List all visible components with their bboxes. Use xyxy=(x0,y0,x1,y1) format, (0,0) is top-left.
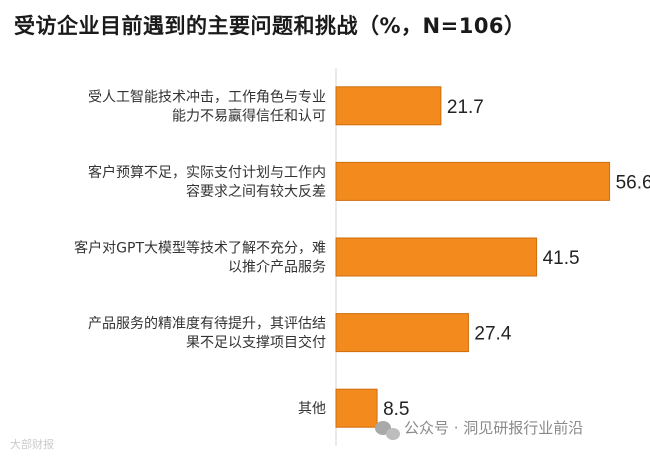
category-label-0-line-1: 能力不易赢得信任和认可 xyxy=(172,107,326,124)
value-label-3: 27.4 xyxy=(474,324,511,345)
bar-0 xyxy=(335,86,442,126)
category-label-3-line-1: 果不足以支撑项目交付 xyxy=(186,334,326,351)
category-label-1-line-1: 容要求之间有较大反差 xyxy=(186,183,326,200)
category-label-4-line-0: 其他 xyxy=(298,401,326,417)
category-label-2-line-1: 以推介产品服务 xyxy=(228,260,326,276)
category-label-0-line-0: 受人工智能技术冲击，工作角色与专业 xyxy=(88,88,326,105)
value-label-1: 56.6 xyxy=(616,172,650,193)
category-label-1-line-0: 客户预算不足，实际支付计划与工作内 xyxy=(88,164,326,181)
bar-3 xyxy=(335,313,469,353)
watermark-left-mark: 大部财报 xyxy=(10,437,54,451)
category-label-3-line-0: 产品服务的精准度有待提升，其评估结 xyxy=(88,316,326,332)
value-label-0: 21.7 xyxy=(447,97,484,118)
bars-layer xyxy=(335,86,611,428)
value-label-2: 41.5 xyxy=(543,248,580,269)
chart-title: 受访企业目前遇到的主要问题和挑战（%，N=106） xyxy=(14,14,526,38)
wechat-icon xyxy=(375,421,400,440)
bar-1 xyxy=(335,161,611,201)
value-label-4: 8.5 xyxy=(383,399,409,420)
watermark: 公众号 · 洞见研报行业前沿 大部财报 xyxy=(10,419,583,451)
watermark-source-text: 公众号 · 洞见研报行业前沿 xyxy=(404,419,583,437)
category-label-2-line-0: 客户对GPT大模型等技术了解不充分，难 xyxy=(74,240,326,257)
bar-2 xyxy=(335,237,538,277)
bar-4 xyxy=(335,388,378,428)
